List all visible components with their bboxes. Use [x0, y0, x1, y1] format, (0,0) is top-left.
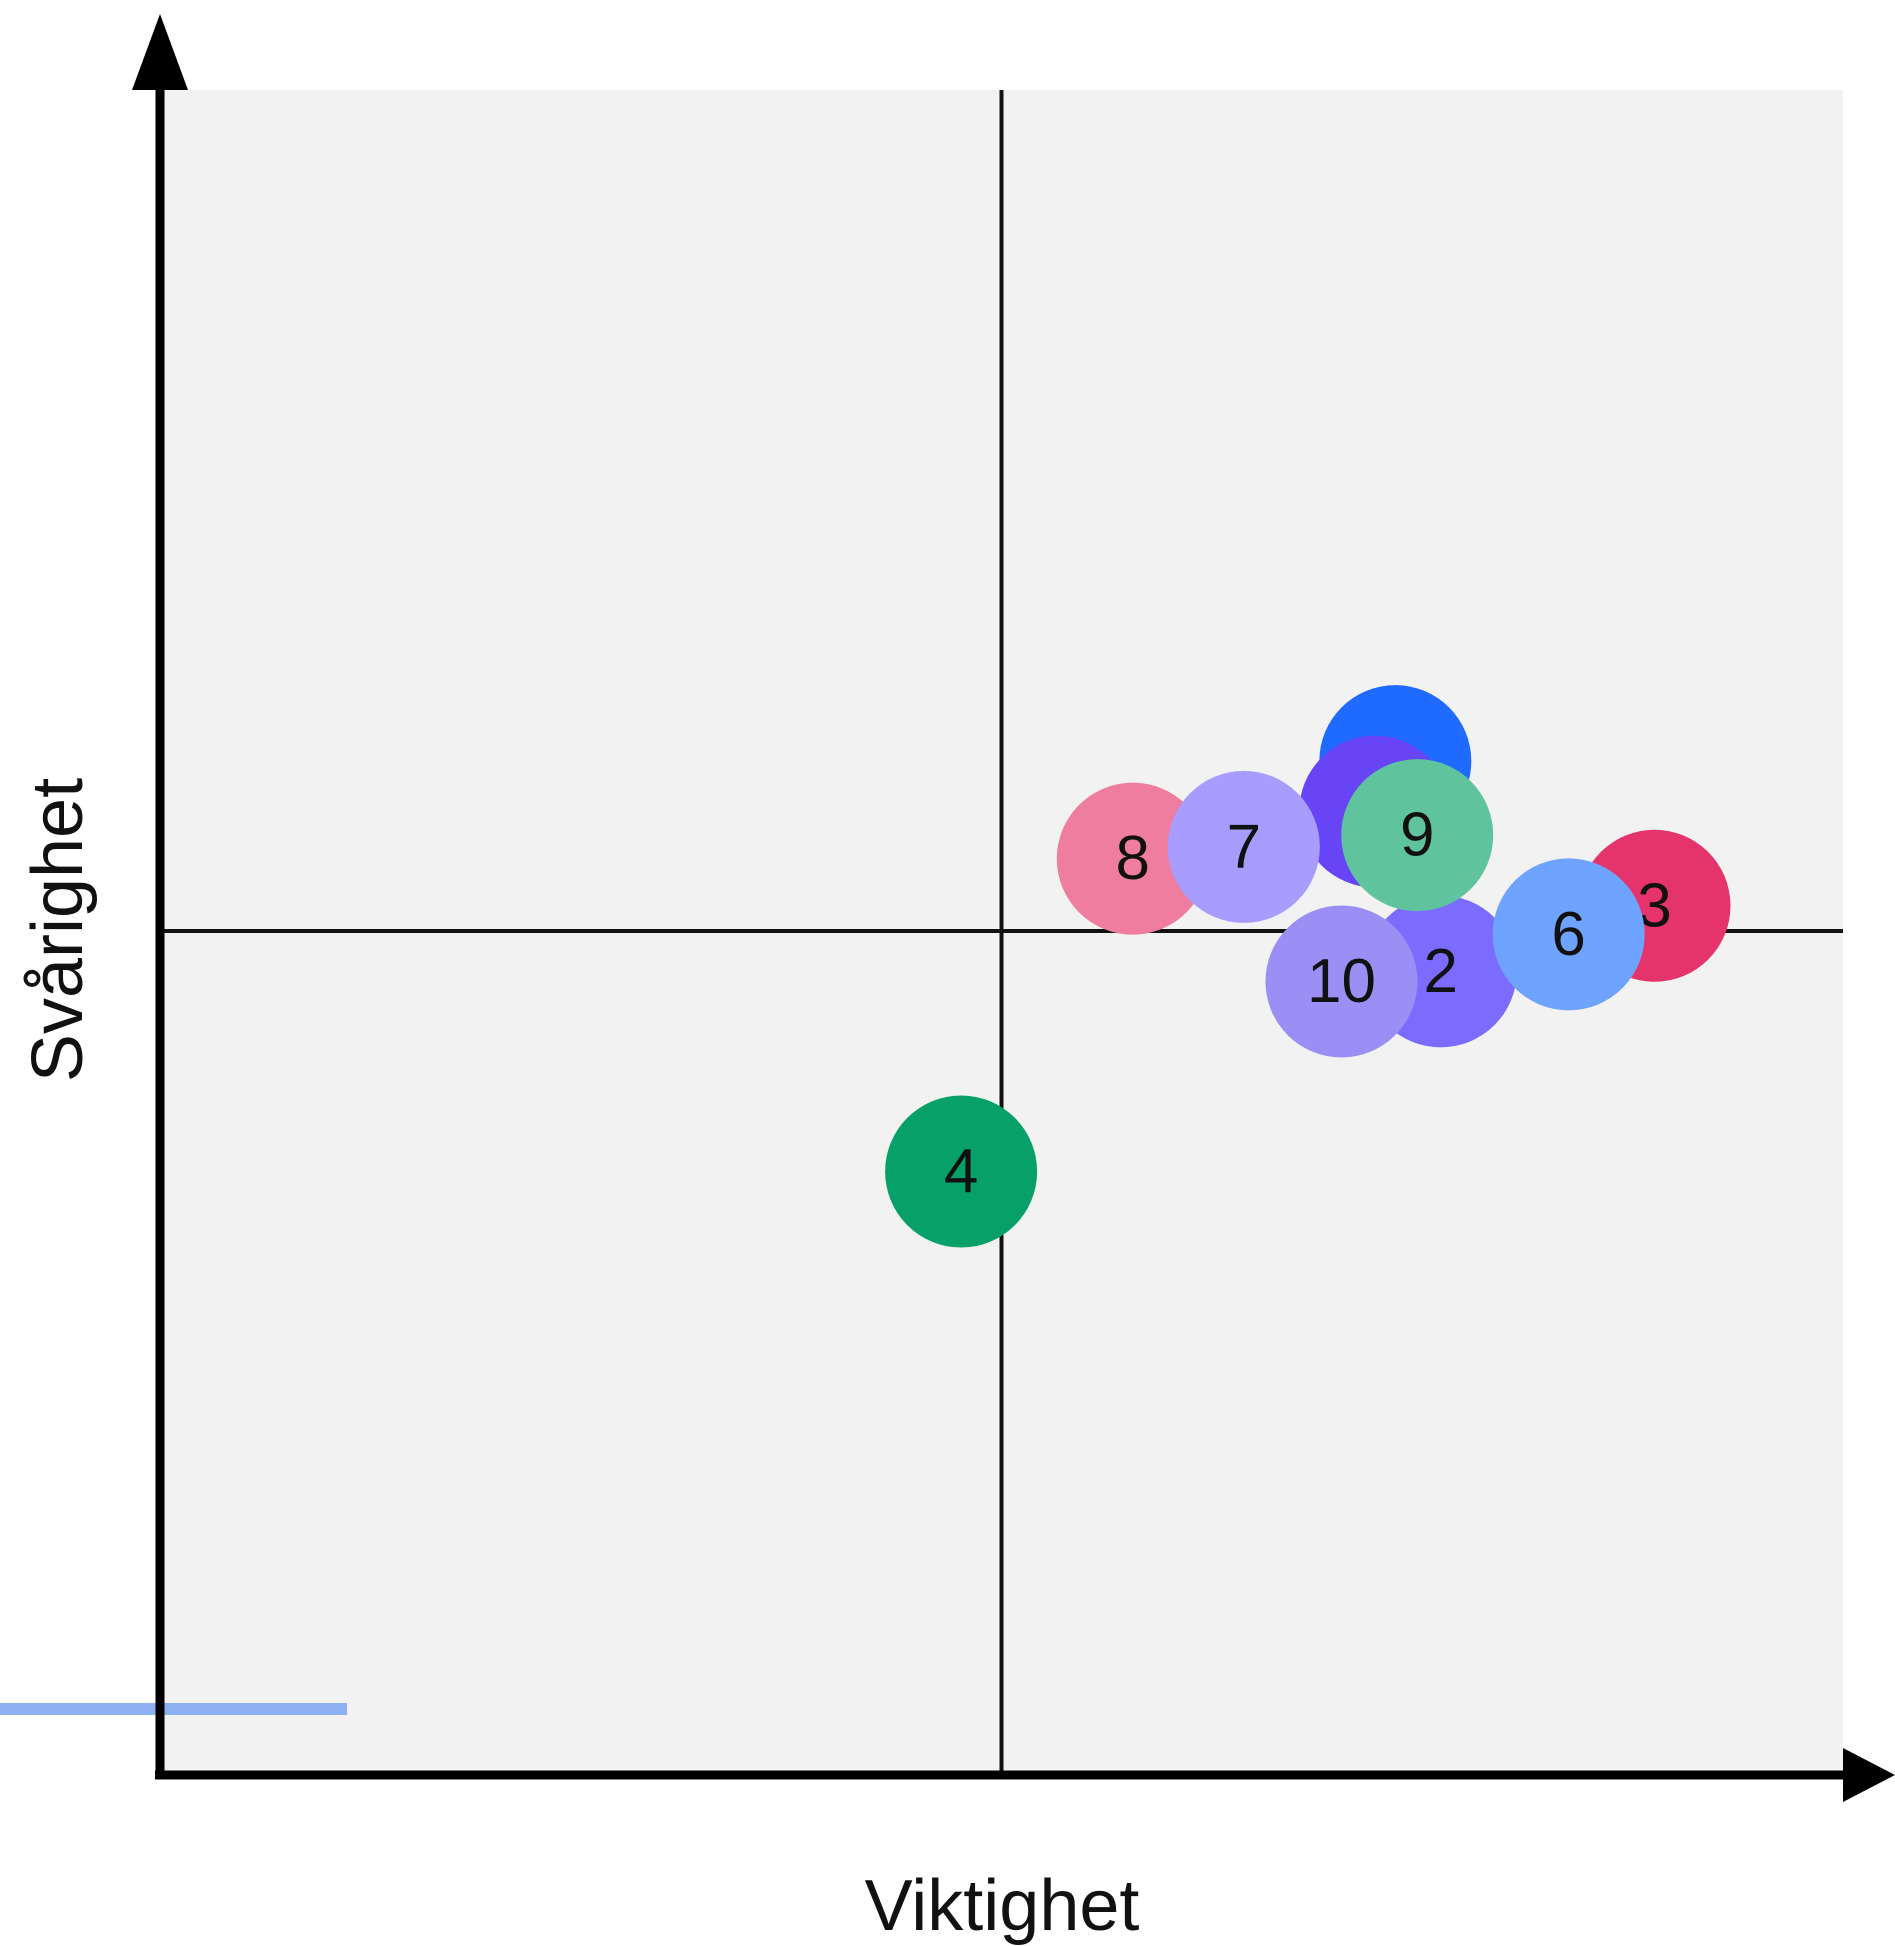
- point-4-marker: [885, 1095, 1038, 1248]
- point-10-label: 10: [1307, 947, 1376, 1016]
- x-axis-arrowhead: [1843, 1748, 1895, 1802]
- point-8-label: 8: [1116, 824, 1150, 893]
- point-2-label: 2: [1424, 937, 1458, 1006]
- point-10-marker: [1265, 905, 1418, 1058]
- point-8-marker: [1056, 782, 1209, 935]
- point-7-marker: [1167, 770, 1320, 923]
- point-6-label: 6: [1551, 900, 1585, 969]
- point-9-marker: [1341, 759, 1494, 912]
- point-7-label: 7: [1227, 812, 1261, 881]
- point-6-marker: [1492, 858, 1645, 1011]
- point-9-label: 9: [1400, 801, 1434, 870]
- x-axis-label: Viktighet: [865, 1866, 1140, 1946]
- legend-line-stroke: [0, 1703, 347, 1715]
- point-4-label: 4: [944, 1137, 978, 1206]
- y-axis-label: Svårighet: [18, 778, 98, 1082]
- y-axis-arrowhead: [132, 14, 188, 90]
